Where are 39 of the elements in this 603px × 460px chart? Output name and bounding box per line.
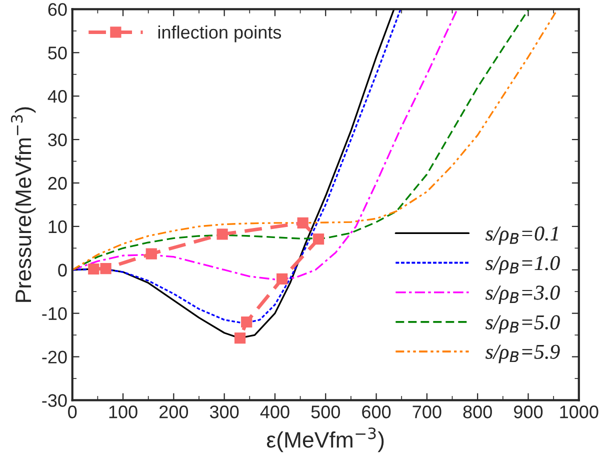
x-tick-label: 900 xyxy=(514,406,543,418)
point xyxy=(297,217,308,229)
legend-label: s/ρ$_{B}$=0.1 xyxy=(486,226,558,245)
legend-label: inflection points xyxy=(158,25,282,42)
y-tick-label: 20 xyxy=(48,176,67,190)
x-tick-label: 300 xyxy=(210,406,239,418)
point xyxy=(88,263,100,275)
y-tick-label: 50 xyxy=(48,46,67,60)
x-tick-label: 400 xyxy=(260,406,290,418)
x-tick-label: 1000 xyxy=(560,406,598,418)
x-tick-label: 700 xyxy=(412,406,442,418)
point xyxy=(100,263,112,274)
point xyxy=(276,273,288,285)
x-tick-label: 500 xyxy=(311,406,340,418)
x-tick-label: 100 xyxy=(109,406,138,418)
y-tick-label: 60 xyxy=(48,3,67,16)
legend-label: s/ρ$_{B}$=3.0 xyxy=(486,286,560,304)
y-tick-label: -10 xyxy=(42,307,67,320)
legend-label: s/ρ$_{B}$=5.0 xyxy=(486,315,560,334)
legend-label: s/ρ$_{B}$=5.9 xyxy=(486,344,560,364)
line-series xyxy=(72,9,458,280)
y-axis-title: Pressure(MeVfm$^{−3}$) xyxy=(10,107,36,302)
x-tick-label: 200 xyxy=(160,406,188,418)
x-tick-label: 800 xyxy=(463,406,492,418)
point xyxy=(234,332,246,344)
x-axis-title: ε(MeVfm$^{−3}$) xyxy=(266,427,384,452)
y-tick-label: -20 xyxy=(42,350,67,364)
y-tick-label: -30 xyxy=(42,394,67,407)
y-tick-label: 10 xyxy=(48,220,67,234)
y-tick-label: 30 xyxy=(48,133,67,146)
legend-label: s/ρ$_{B}$=1.0 xyxy=(486,256,560,274)
point xyxy=(146,248,157,260)
y-tick-label: 40 xyxy=(48,90,67,103)
point xyxy=(241,316,252,328)
x-tick-label: 0 xyxy=(68,406,77,418)
point xyxy=(312,233,324,245)
y-tick-label: 0 xyxy=(58,264,67,277)
point xyxy=(216,228,228,240)
x-tick-label: 600 xyxy=(362,406,391,418)
